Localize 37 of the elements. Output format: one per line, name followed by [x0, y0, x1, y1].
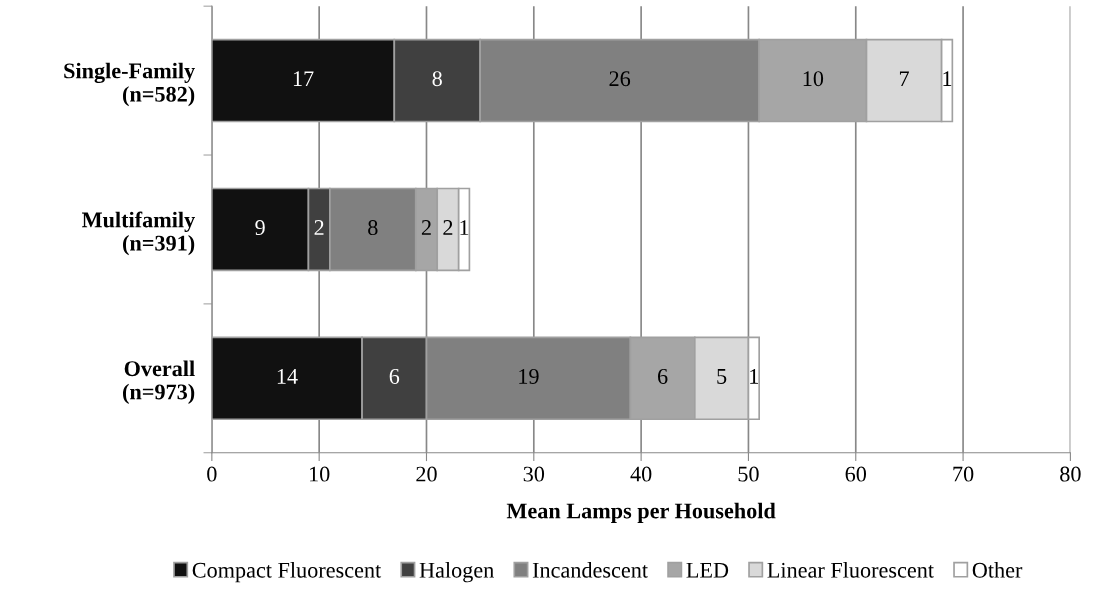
x-tick-label: 80: [1060, 466, 1081, 482]
y-tick-label: Multifamily (n=391): [82, 211, 195, 256]
x-tick-label: 30: [523, 466, 545, 482]
data-label: 5: [717, 369, 727, 384]
x-tick-label: 20: [416, 466, 437, 482]
data-label: 8: [368, 220, 378, 236]
data-label: 17: [293, 71, 314, 86]
legend-label: Other: [972, 562, 1023, 578]
data-label: 6: [389, 368, 400, 384]
x-tick-label: 60: [845, 466, 867, 482]
data-label: 7: [899, 71, 909, 86]
data-label: 1: [460, 220, 469, 235]
data-label: 2: [421, 220, 431, 235]
legend-label: Halogen: [419, 562, 494, 583]
x-tick-label: 0: [207, 466, 217, 482]
x-axis-title: Mean Lamps per Household: [506, 502, 776, 523]
x-tick-label: 10: [310, 466, 330, 482]
legend-label: Linear Fluorescent: [767, 562, 934, 578]
y-tick-label: Single-Family (n=582): [64, 62, 195, 107]
data-label: 6: [657, 368, 668, 384]
y-tick-label: Overall (n=973): [123, 360, 195, 404]
x-tick-label: 70: [953, 466, 974, 482]
data-label: 26: [609, 71, 631, 87]
data-label: 2: [443, 220, 453, 235]
data-label: 19: [519, 368, 539, 384]
data-label: 10: [803, 71, 824, 87]
legend-label: LED: [686, 562, 729, 578]
legend-label: Incandescent: [532, 562, 648, 578]
data-label: 1: [943, 71, 952, 86]
data-label: 14: [277, 369, 298, 384]
data-label: 8: [432, 71, 442, 87]
data-label: 2: [314, 220, 324, 235]
x-tick-label: 50: [738, 466, 759, 482]
data-label: 1: [750, 369, 759, 384]
legend-label: Compact Fluorescent: [192, 562, 382, 583]
x-tick-label: 40: [630, 466, 652, 482]
data-label: 9: [255, 220, 265, 236]
